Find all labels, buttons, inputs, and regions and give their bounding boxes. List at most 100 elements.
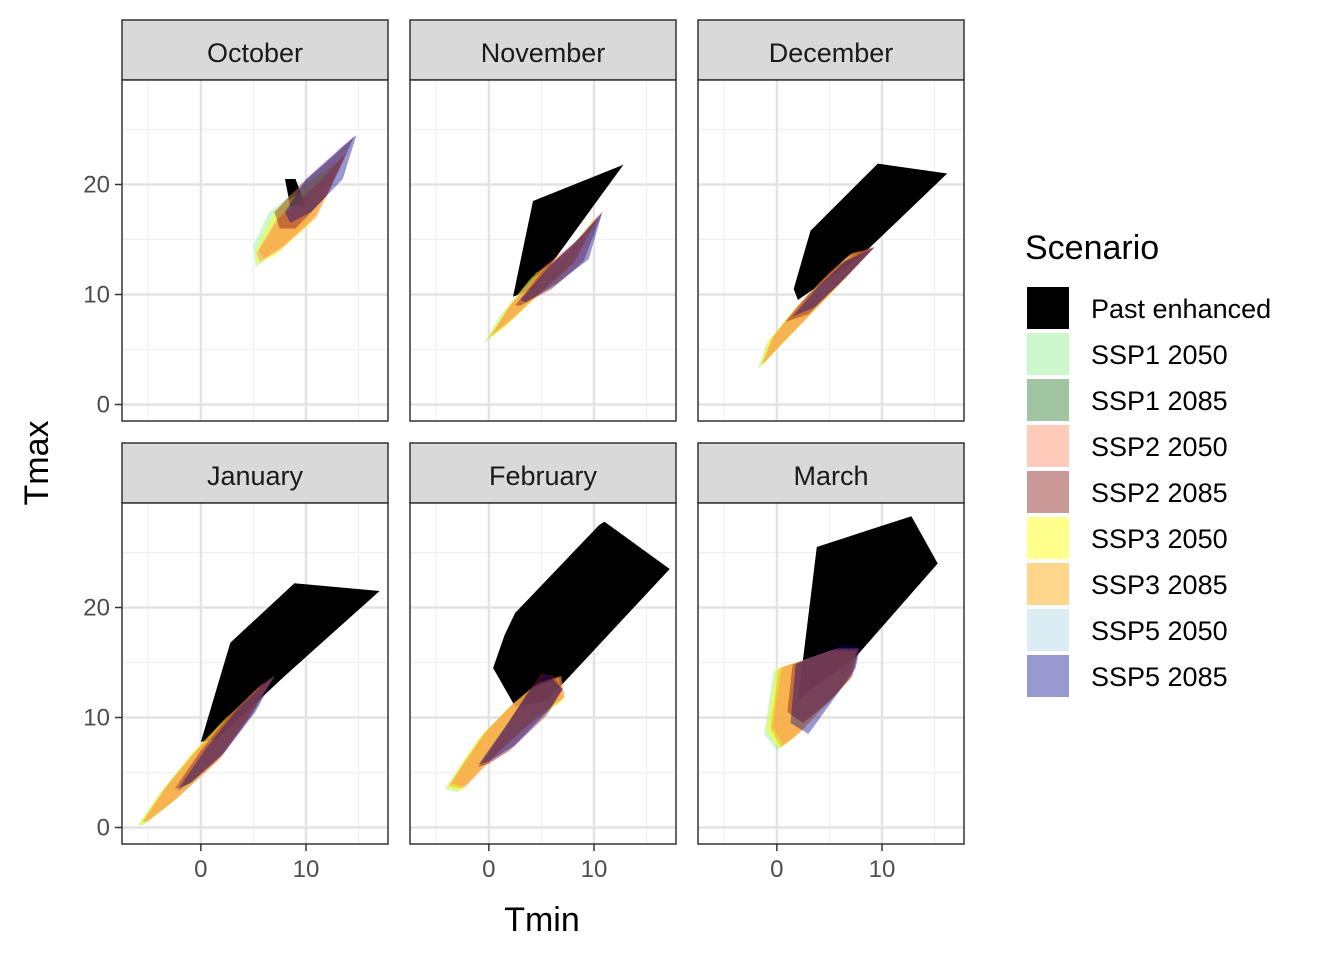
legend-label: SSP1 2050 xyxy=(1091,340,1228,370)
legend-key xyxy=(1027,287,1069,329)
panel-border xyxy=(409,79,677,422)
hull-ssp2-2085 xyxy=(274,136,355,229)
panel-border xyxy=(121,502,389,845)
hull-ssp2-2085 xyxy=(787,648,859,723)
hull-past-enhanced xyxy=(285,179,306,207)
facet-strip-label: October xyxy=(207,38,303,68)
legend-item: SSP3 2050 xyxy=(1027,517,1228,559)
panel-border xyxy=(409,502,677,845)
facet-strip xyxy=(121,442,389,504)
panel-polygons xyxy=(444,521,670,793)
hull-past-enhanced xyxy=(797,516,938,701)
facet-panel: December xyxy=(697,19,965,422)
legend-label: SSP5 2085 xyxy=(1091,662,1228,692)
hull-ssp1-2050 xyxy=(137,679,273,826)
facet-panel: November xyxy=(409,19,677,422)
facet-strip-label: November xyxy=(481,38,606,68)
hull-ssp5-2085 xyxy=(176,676,275,792)
hull-ssp1-2050 xyxy=(764,651,856,751)
hull-ssp2-2050 xyxy=(144,675,275,821)
hull-ssp1-2050 xyxy=(757,250,872,370)
hull-ssp3-2050 xyxy=(255,157,343,264)
legend-item: SSP1 2050 xyxy=(1027,333,1228,375)
legend-label: SSP2 2050 xyxy=(1091,432,1228,462)
x-tick-label: 0 xyxy=(482,856,495,883)
x-tick-label: 0 xyxy=(194,856,207,883)
x-axis-title: Tmin xyxy=(504,901,580,939)
y-tick-label: 20 xyxy=(83,172,110,199)
hull-ssp3-2085 xyxy=(761,248,874,366)
x-tick-label: 10 xyxy=(293,856,320,883)
legend-item: SSP5 2050 xyxy=(1027,609,1228,651)
legend-label: SSP2 2085 xyxy=(1091,478,1228,508)
legend: Scenario Past enhanced SSP1 2050 SSP1 2085… xyxy=(1025,229,1271,697)
hull-ssp5-2085 xyxy=(285,135,357,223)
legend-key xyxy=(1027,655,1069,697)
facet-strip-label: February xyxy=(489,461,598,491)
x-tick-label: 10 xyxy=(869,856,896,883)
hull-ssp3-2085 xyxy=(142,676,275,822)
hull-ssp3-2085 xyxy=(770,649,858,748)
y-tick-label: 10 xyxy=(83,282,110,309)
panel-polygons xyxy=(253,135,357,267)
hull-ssp3-2050 xyxy=(759,249,873,369)
hull-ssp5-2085 xyxy=(520,212,603,303)
legend-key xyxy=(1027,379,1069,421)
legend-key xyxy=(1027,517,1069,559)
facet-strip-label: March xyxy=(793,461,868,491)
panel-border xyxy=(697,79,965,422)
y-tick-label: 0 xyxy=(97,392,110,419)
panel-border xyxy=(121,79,389,422)
legend-item: SSP5 2085 xyxy=(1027,655,1228,697)
y-tick-label: 20 xyxy=(83,595,110,622)
legend-label: SSP3 2050 xyxy=(1091,524,1228,554)
legend-key xyxy=(1027,609,1069,651)
facet-strip xyxy=(121,19,389,81)
hull-ssp3-2085 xyxy=(448,676,565,789)
hull-past-enhanced xyxy=(200,583,380,742)
hull-ssp2-2050 xyxy=(256,153,346,262)
hull-ssp2-2050 xyxy=(491,213,601,336)
hull-ssp1-2050 xyxy=(444,679,563,793)
hull-past-enhanced xyxy=(513,164,624,297)
legend-key xyxy=(1027,563,1069,605)
facet-strip xyxy=(697,442,965,504)
hull-past-enhanced xyxy=(493,521,670,707)
hull-ssp3-2085 xyxy=(488,214,600,339)
legend-label: Past enhanced xyxy=(1091,294,1271,324)
hull-ssp2-2085 xyxy=(785,247,875,322)
facet-panel: October xyxy=(121,19,389,422)
facet-panel: January xyxy=(121,442,389,845)
panel-polygons xyxy=(483,164,624,344)
legend-item: SSP1 2085 xyxy=(1027,379,1228,421)
hull-ssp3-2050 xyxy=(446,677,564,792)
legend-key xyxy=(1027,425,1069,467)
legend-title: Scenario xyxy=(1025,229,1159,267)
hull-ssp3-2050 xyxy=(485,215,597,341)
facet-strip-label: January xyxy=(207,461,304,491)
facet-strip xyxy=(409,19,677,81)
hull-ssp2-2050 xyxy=(762,248,874,365)
axes: 0 10 20 0 10 20 0 10 0 10 0 10 xyxy=(83,172,895,884)
hull-ssp3-2050 xyxy=(766,650,857,749)
legend-item: SSP3 2085 xyxy=(1027,563,1228,605)
legend-label: SSP1 2085 xyxy=(1091,386,1228,416)
hull-ssp2-2050 xyxy=(451,675,565,787)
legend-label: SSP3 2085 xyxy=(1091,570,1228,600)
legend-key xyxy=(1027,333,1069,375)
y-tick-label: 10 xyxy=(83,705,110,732)
hull-ssp5-2085 xyxy=(790,644,860,734)
legend-item: Past enhanced xyxy=(1027,287,1271,329)
hull-ssp1-2050 xyxy=(483,217,594,344)
panel-polygons xyxy=(137,583,380,826)
y-tick-label: 0 xyxy=(97,815,110,842)
legend-label: SSP5 2050 xyxy=(1091,616,1228,646)
hull-ssp5-2085 xyxy=(478,673,563,765)
legend-item: SSP2 2050 xyxy=(1027,425,1228,467)
hull-ssp5-2085 xyxy=(792,247,875,317)
x-tick-label: 10 xyxy=(581,856,608,883)
panel-polygons xyxy=(764,516,938,751)
hull-ssp1-2050 xyxy=(253,162,338,267)
facet-strip xyxy=(409,442,677,504)
